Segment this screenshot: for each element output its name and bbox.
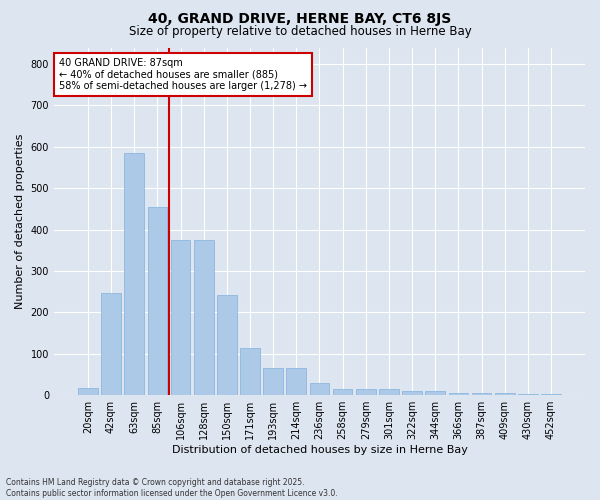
Text: 40 GRAND DRIVE: 87sqm
← 40% of detached houses are smaller (885)
58% of semi-det: 40 GRAND DRIVE: 87sqm ← 40% of detached … xyxy=(59,58,307,91)
Bar xyxy=(194,240,214,395)
Text: Contains HM Land Registry data © Crown copyright and database right 2025.
Contai: Contains HM Land Registry data © Crown c… xyxy=(6,478,338,498)
Bar xyxy=(217,294,236,395)
Y-axis label: Number of detached properties: Number of detached properties xyxy=(15,134,25,309)
Bar xyxy=(286,368,306,395)
Text: Size of property relative to detached houses in Herne Bay: Size of property relative to detached ho… xyxy=(128,25,472,38)
Bar xyxy=(310,383,329,395)
Bar xyxy=(356,389,376,395)
Bar xyxy=(263,368,283,395)
Bar xyxy=(449,393,468,395)
Bar xyxy=(541,394,561,395)
Text: 40, GRAND DRIVE, HERNE BAY, CT6 8JS: 40, GRAND DRIVE, HERNE BAY, CT6 8JS xyxy=(148,12,452,26)
Bar xyxy=(124,153,144,395)
Bar xyxy=(495,393,515,395)
Bar xyxy=(518,394,538,395)
Bar xyxy=(170,240,190,395)
Bar xyxy=(78,388,98,395)
Bar xyxy=(379,389,399,395)
Bar xyxy=(402,391,422,395)
Bar xyxy=(148,207,167,395)
X-axis label: Distribution of detached houses by size in Herne Bay: Distribution of detached houses by size … xyxy=(172,445,467,455)
Bar xyxy=(333,389,352,395)
Bar xyxy=(472,393,491,395)
Bar xyxy=(101,292,121,395)
Bar xyxy=(425,391,445,395)
Bar xyxy=(240,348,260,395)
